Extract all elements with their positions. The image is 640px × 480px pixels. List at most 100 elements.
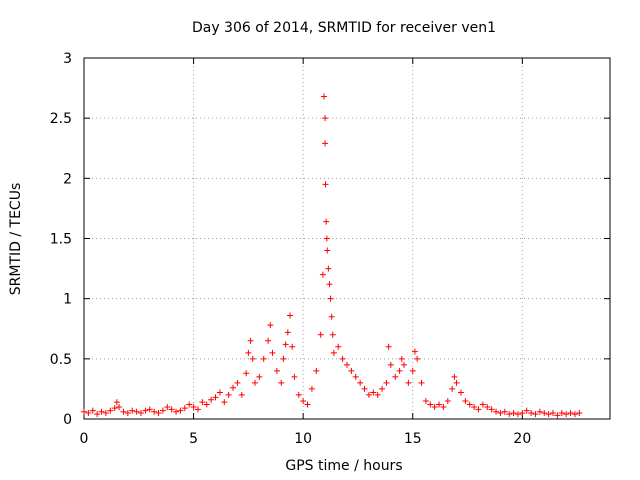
data-point: [324, 247, 331, 254]
data-point: [440, 403, 447, 410]
data-point: [479, 401, 486, 408]
x-tick-label: 0: [80, 431, 89, 447]
data-point: [89, 407, 96, 414]
data-point: [216, 389, 223, 396]
data-point: [94, 411, 101, 418]
y-tick-label: 1: [63, 292, 72, 308]
y-tick-label: 0: [63, 412, 72, 428]
y-tick-label: 2.5: [50, 111, 72, 127]
data-point: [385, 343, 392, 350]
data-point: [466, 401, 473, 408]
data-point: [418, 379, 425, 386]
y-tick-label: 2: [63, 171, 72, 187]
data-point: [111, 405, 118, 412]
y-tick-label: 1.5: [50, 232, 72, 248]
data-point: [339, 355, 346, 362]
data-point: [81, 408, 87, 415]
data-point: [251, 379, 258, 386]
data-point: [506, 411, 513, 418]
data-point: [284, 329, 291, 336]
data-point: [212, 394, 219, 401]
data-point: [256, 373, 263, 380]
data-point: [199, 399, 206, 406]
axis-ticks: 0 5 10 15 20 0 0.5 1 1.5 2 2.5 3: [50, 51, 610, 447]
data-point: [457, 389, 464, 396]
x-tick-label: 10: [294, 431, 312, 447]
data-point: [484, 403, 491, 410]
data-point: [545, 411, 552, 418]
data-point: [488, 406, 495, 413]
data-point: [323, 218, 330, 225]
data-point: [319, 271, 326, 278]
data-point: [554, 412, 561, 419]
data-point: [181, 405, 188, 412]
data-point: [225, 391, 232, 398]
data-point: [571, 411, 578, 418]
data-point: [203, 401, 210, 408]
data-point: [322, 115, 329, 122]
data-point: [146, 406, 153, 413]
data-point: [329, 331, 336, 338]
data-point: [352, 373, 359, 380]
data-point: [120, 408, 127, 415]
data-point: [344, 361, 350, 368]
data-point: [357, 379, 364, 386]
grid: [84, 58, 610, 419]
data-point: [249, 355, 256, 362]
data-point: [98, 408, 105, 415]
data-point: [245, 349, 252, 356]
data-point: [326, 281, 333, 288]
data-point: [392, 373, 399, 380]
data-point: [177, 407, 184, 414]
data-point: [497, 409, 504, 416]
data-point: [398, 355, 405, 362]
chart-title: Day 306 of 2014, SRMTID for receiver ven…: [192, 20, 496, 36]
data-point: [265, 337, 272, 344]
data-point: [190, 403, 197, 410]
data-point: [194, 406, 201, 413]
data-point: [501, 408, 508, 415]
data-point: [247, 337, 254, 344]
data-point: [541, 409, 548, 416]
data-point: [313, 367, 320, 374]
data-point: [335, 343, 342, 350]
data-point: [400, 361, 407, 368]
data-point: [137, 409, 144, 416]
data-point: [323, 235, 330, 242]
data-point: [436, 401, 443, 408]
data-point: [234, 379, 241, 386]
data-point: [230, 384, 237, 391]
data-point: [186, 401, 193, 408]
data-point: [536, 408, 543, 415]
data-point: [107, 407, 114, 414]
x-axis-label: GPS time / hours: [285, 458, 402, 474]
data-points: [81, 93, 583, 419]
data-point: [528, 409, 535, 416]
data-point: [365, 391, 372, 398]
data-point: [405, 379, 412, 386]
data-point: [129, 407, 136, 414]
data-point: [155, 409, 162, 416]
data-point: [278, 379, 285, 386]
data-point: [142, 407, 149, 414]
data-point: [328, 313, 335, 320]
data-point: [243, 370, 250, 377]
data-point: [304, 401, 311, 408]
data-point: [396, 367, 403, 374]
x-tick-label: 15: [404, 431, 422, 447]
data-point: [289, 343, 296, 350]
data-point: [444, 397, 451, 404]
y-tick-label: 0.5: [50, 352, 72, 368]
data-point: [116, 403, 123, 410]
data-point: [453, 379, 460, 386]
data-point: [295, 391, 302, 398]
data-point: [493, 408, 500, 415]
data-point: [102, 409, 109, 416]
data-point: [269, 349, 276, 356]
data-point: [330, 349, 337, 356]
data-point: [449, 385, 456, 392]
data-point: [374, 391, 381, 398]
data-point: [85, 409, 92, 416]
data-point: [208, 396, 215, 403]
data-point: [151, 408, 158, 415]
